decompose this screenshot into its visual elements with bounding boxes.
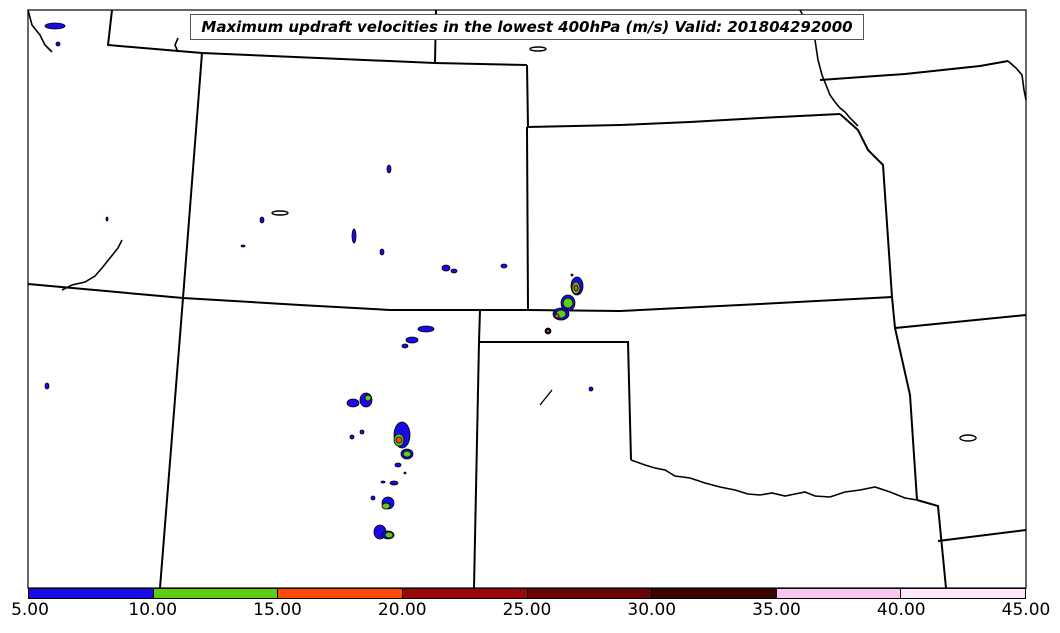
colorbar-tick-label: 45.00 — [1001, 600, 1051, 620]
colorbar-tick-label: 5.00 — [11, 600, 49, 620]
colorbar-tick-label: 10.00 — [128, 600, 178, 620]
state-boundaries — [27, 9, 1027, 589]
colorbar-segment — [776, 589, 902, 598]
colorbar-tick-label: 40.00 — [876, 600, 926, 620]
colorbar-tick-label: 20.00 — [377, 600, 427, 620]
colorbar-tick-label: 25.00 — [502, 600, 552, 620]
colorbar-segment — [527, 589, 653, 598]
colorbar-segment — [153, 589, 279, 598]
colorbar-segment — [901, 589, 1025, 598]
map-title: Maximum updraft velocities in the lowest… — [190, 14, 864, 40]
colorbar-tick-label: 30.00 — [627, 600, 677, 620]
updraft-contours — [44, 22, 594, 540]
colorbar — [28, 588, 1026, 599]
colorbar-tick-label: 35.00 — [752, 600, 801, 620]
colorbar-segment — [29, 589, 154, 598]
colorbar-segment — [402, 589, 528, 598]
colorbar-tick-label: 15.00 — [253, 600, 302, 620]
colorbar-segment — [652, 589, 777, 598]
colorbar-segment — [278, 589, 403, 598]
lakes — [271, 46, 977, 442]
